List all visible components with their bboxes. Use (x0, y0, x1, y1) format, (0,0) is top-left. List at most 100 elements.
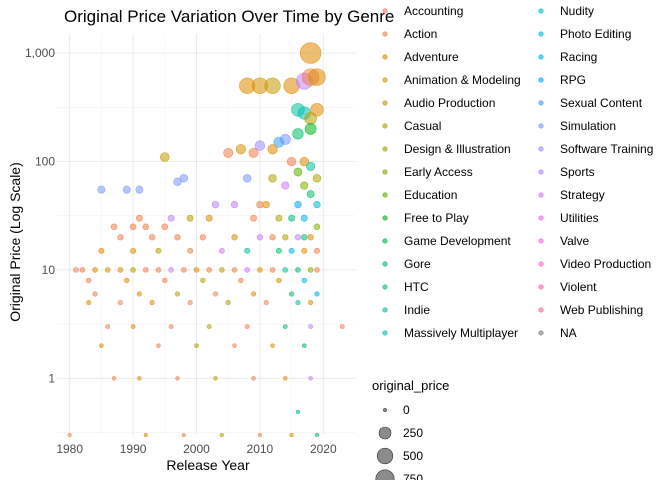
legend-key (538, 307, 544, 313)
y-tick-label: 10 (42, 263, 56, 277)
data-point (181, 267, 187, 273)
data-point (212, 291, 219, 297)
legend-label: Audio Production (404, 96, 495, 110)
legend-key (382, 261, 388, 267)
data-point (111, 376, 117, 381)
data-point (301, 277, 307, 284)
data-point (301, 247, 308, 254)
data-point (117, 267, 124, 273)
legend-label: Violent (560, 280, 597, 294)
y-tick-label: 1 (48, 371, 55, 385)
data-point (286, 156, 297, 167)
legend-key (538, 284, 544, 290)
data-point (244, 267, 250, 273)
x-tick-label: 1990 (120, 442, 147, 456)
data-point (299, 42, 322, 64)
legend-label: Animation & Modeling (404, 73, 521, 87)
data-point (294, 200, 302, 209)
data-point (313, 247, 320, 254)
data-point (225, 300, 231, 306)
legend-key (382, 307, 388, 313)
data-point (248, 147, 259, 158)
size-legend-label: 0 (403, 403, 410, 417)
data-point (306, 190, 315, 198)
data-point (242, 174, 252, 183)
data-point (130, 247, 137, 254)
legend-key (382, 123, 388, 129)
legend-label: Sports (560, 165, 595, 179)
data-point (264, 77, 281, 94)
data-point (219, 432, 224, 438)
size-legend: original_price 0 250 500 750 (372, 378, 449, 485)
data-point (168, 267, 174, 273)
data-point (312, 174, 322, 183)
legend-key (538, 100, 544, 106)
y-tick-label: 100 (35, 154, 55, 168)
data-point (122, 185, 131, 194)
points-layer (67, 42, 345, 438)
legend-label: Indie (404, 303, 430, 317)
data-point (283, 376, 288, 381)
data-point (301, 234, 308, 241)
data-point (307, 234, 314, 241)
data-point (181, 432, 186, 438)
legend-label: NA (560, 326, 577, 340)
data-point (92, 291, 98, 297)
data-point (262, 200, 270, 209)
data-point (159, 152, 170, 162)
legend-key (382, 284, 388, 290)
data-point (300, 214, 308, 222)
size-legend-label: 750 (403, 472, 423, 480)
legend-label: Massively Multiplayer (404, 326, 518, 340)
data-point (275, 214, 283, 222)
data-point (67, 432, 72, 438)
data-point (314, 291, 320, 297)
data-point (257, 432, 262, 438)
data-point (73, 267, 79, 273)
data-point (308, 300, 314, 306)
legend-key (538, 169, 544, 175)
data-point (256, 200, 264, 209)
data-point (269, 267, 276, 273)
data-point (142, 223, 150, 231)
data-point (206, 267, 212, 273)
data-point (231, 267, 238, 273)
data-point (124, 277, 130, 284)
legend-label: Simulation (560, 119, 616, 133)
legend-key (382, 77, 388, 83)
size-legend-title: original_price (372, 378, 449, 393)
data-point (299, 156, 309, 167)
legend-label: Sexual Content (560, 96, 643, 110)
data-point (244, 247, 251, 254)
data-point (79, 267, 86, 273)
data-point (232, 343, 237, 348)
data-point (199, 234, 206, 241)
data-point (187, 247, 194, 254)
legend-key (538, 54, 544, 60)
data-point (289, 291, 295, 297)
data-point (339, 324, 345, 329)
genre-legend: Accounting Action Adventure Animation & Mod… (382, 4, 653, 340)
data-point (288, 214, 296, 222)
data-point (148, 234, 156, 241)
data-point (304, 123, 317, 135)
data-point (301, 343, 307, 348)
data-point (86, 300, 92, 306)
legend-label: Strategy (560, 188, 605, 202)
legend-label: Photo Editing (560, 27, 631, 41)
data-point (117, 234, 124, 241)
legend-key (382, 100, 388, 106)
data-point (250, 214, 257, 222)
data-point (300, 181, 309, 190)
data-point (292, 128, 304, 140)
data-point (270, 343, 275, 348)
data-point (110, 223, 118, 231)
x-tick-label: 2000 (183, 442, 210, 456)
legend-label: Utilities (560, 211, 599, 225)
legend-key (382, 8, 388, 14)
legend-key (382, 54, 388, 60)
data-point (149, 300, 155, 306)
data-point (156, 343, 161, 348)
